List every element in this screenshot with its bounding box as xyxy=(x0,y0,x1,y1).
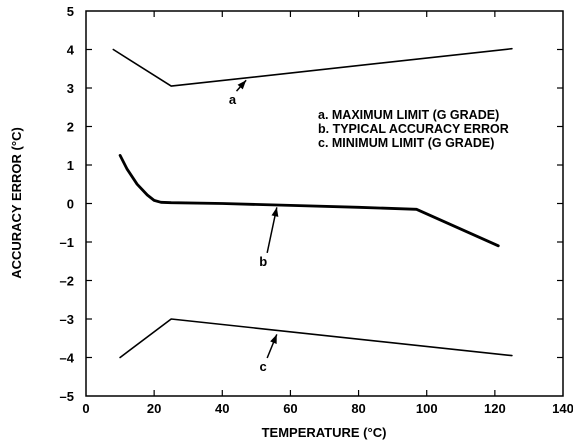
series-line-c xyxy=(119,318,513,359)
y-tick-label: 4 xyxy=(67,43,75,58)
x-axis-title: TEMPERATURE (°C) xyxy=(262,425,387,440)
legend: a. MAXIMUM LIMIT (G GRADE)b. TYPICAL ACC… xyxy=(318,108,509,150)
y-tick-label: –4 xyxy=(60,351,75,366)
x-tick-label: 100 xyxy=(416,401,438,416)
x-tick-label: 20 xyxy=(147,401,161,416)
x-tick-label: 120 xyxy=(484,401,506,416)
y-tick-label: –2 xyxy=(60,274,74,289)
y-tick-label: 1 xyxy=(67,158,74,173)
x-tick-label: 0 xyxy=(82,401,89,416)
annotation-label-c: c xyxy=(260,359,267,374)
y-tick-label: 0 xyxy=(67,197,74,212)
annotation-label-a: a xyxy=(229,92,237,107)
y-tick-label: –1 xyxy=(60,235,74,250)
y-tick-label: 2 xyxy=(67,120,74,135)
y-axis-title: ACCURACY ERROR (°C) xyxy=(9,127,24,279)
legend-entry: b. TYPICAL ACCURACY ERROR xyxy=(318,122,509,136)
annotation-arrowhead-a xyxy=(237,80,247,90)
data-series xyxy=(112,47,513,359)
x-tick-label: 140 xyxy=(552,401,573,416)
annotation-label-b: b xyxy=(259,254,267,269)
y-tick-label: –3 xyxy=(60,312,74,327)
y-tick-label: 5 xyxy=(67,4,74,19)
x-tick-label: 80 xyxy=(351,401,365,416)
axis-ticks xyxy=(86,11,563,396)
y-tick-label: –5 xyxy=(60,389,74,404)
x-tick-label: 60 xyxy=(283,401,297,416)
x-tick-label: 40 xyxy=(215,401,229,416)
annotation-arrowhead-c xyxy=(270,334,277,345)
series-annotations: a b c xyxy=(229,79,279,374)
series-line-b xyxy=(118,153,500,248)
tick-labels: 0 20 40 60 80 100 120 140 5 4 3 2 1 0 –1 –2 –3 –4 –5 xyxy=(60,4,573,416)
y-tick-label: 3 xyxy=(67,81,74,96)
legend-entry: c. MINIMUM LIMIT (G GRADE) xyxy=(318,136,494,150)
annotation-arrowhead-b xyxy=(271,207,279,217)
series-line-a xyxy=(112,47,513,87)
legend-entry: a. MAXIMUM LIMIT (G GRADE) xyxy=(318,108,499,122)
